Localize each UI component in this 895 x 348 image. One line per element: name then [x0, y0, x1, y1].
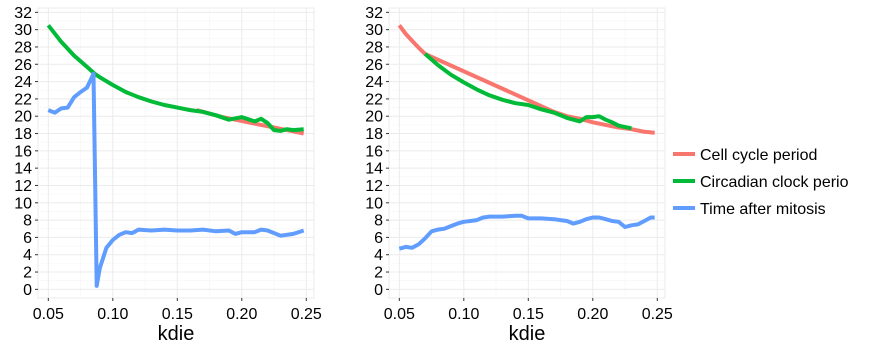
legend-label-circadian: Circadian clock perio	[700, 174, 849, 191]
y-tick-label-left: 10	[14, 195, 32, 212]
y-tick-label-left: 6	[23, 230, 32, 247]
x-tick-label-right: 0.10	[448, 306, 479, 323]
y-tick-label-right: 24	[365, 74, 383, 91]
y-tick-label-left: 14	[14, 161, 32, 178]
y-tick-label-left: 16	[14, 143, 32, 160]
y-tick-label-right: 0	[374, 282, 383, 299]
legend-item-cell-cycle: Cell cycle period	[673, 147, 817, 164]
y-tick-label-right: 26	[365, 57, 383, 74]
legend-label-cell-cycle: Cell cycle period	[700, 147, 817, 164]
y-tick-label-right: 4	[374, 247, 383, 264]
y-tick-label-right: 32	[365, 5, 383, 22]
series-line-time-after-mitosis-right	[398, 213, 655, 251]
y-tick-label-left: 0	[23, 282, 32, 299]
x-tick-label-left: 0.10	[97, 306, 128, 323]
y-tick-label-left: 28	[14, 39, 32, 56]
x-tick-label-right: 0.25	[642, 306, 673, 323]
y-tick-label-left: 8	[23, 213, 32, 230]
legend: Cell cycle period Circadian clock perio …	[673, 147, 849, 218]
x-tick-label-left: 0.25	[291, 306, 322, 323]
y-tick-label-right: 6	[374, 230, 383, 247]
y-tick-label-left: 32	[14, 5, 32, 22]
legend-label-time-after-mitosis: Time after mitosis	[700, 201, 826, 218]
x-tick-label-left: 0.15	[162, 306, 193, 323]
y-tick-label-right: 2	[374, 265, 383, 282]
y-tick-label-right: 16	[365, 143, 383, 160]
y-tick-label-right: 12	[365, 178, 383, 195]
series-line-circadian-clock-perio-right	[423, 52, 632, 131]
y-tick-label-left: 26	[14, 57, 32, 74]
x-axis-label-left: kdie	[158, 323, 195, 345]
y-tick-label-left: 2	[23, 265, 32, 282]
y-tick-label-left: 22	[14, 91, 32, 108]
legend-item-time-after-mitosis: Time after mitosis	[673, 201, 826, 218]
y-tick-label-left: 18	[14, 126, 32, 143]
y-tick-label-left: 4	[23, 247, 32, 264]
y-tick-label-right: 18	[365, 126, 383, 143]
x-tick-label-right: 0.05	[384, 306, 415, 323]
y-tick-label-left: 12	[14, 178, 32, 195]
series-line-time-after-mitosis-left	[47, 71, 305, 288]
x-tick-label-right: 0.15	[513, 306, 544, 323]
y-tick-label-left: 20	[14, 109, 32, 126]
y-tick-label-right: 10	[365, 195, 383, 212]
y-tick-label-left: 30	[14, 22, 32, 39]
x-tick-label-left: 0.05	[33, 306, 64, 323]
x-axis-label-right: kdie	[509, 323, 546, 345]
y-tick-label-right: 22	[365, 91, 383, 108]
y-tick-label-right: 30	[365, 22, 383, 39]
y-tick-label-right: 8	[374, 213, 383, 230]
x-tick-label-left: 0.20	[226, 306, 257, 323]
legend-item-circadian: Circadian clock perio	[673, 174, 849, 191]
plot-background-left	[37, 7, 315, 299]
y-tick-label-left: 24	[14, 74, 32, 91]
y-tick-label-right: 28	[365, 39, 383, 56]
x-tick-label-right: 0.20	[577, 306, 608, 323]
y-tick-label-right: 20	[365, 109, 383, 126]
y-tick-label-right: 14	[365, 161, 383, 178]
